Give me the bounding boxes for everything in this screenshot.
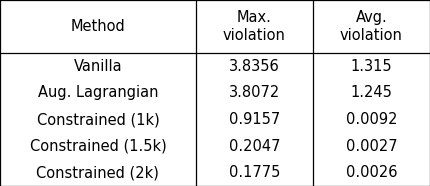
Text: Aug. Lagrangian: Aug. Lagrangian <box>38 85 158 100</box>
Text: 0.1775: 0.1775 <box>229 165 280 180</box>
Text: Avg.
violation: Avg. violation <box>340 10 403 43</box>
Text: 0.0092: 0.0092 <box>346 112 397 127</box>
Text: 0.2047: 0.2047 <box>229 139 280 154</box>
Text: Constrained (2k): Constrained (2k) <box>37 165 160 180</box>
Text: Vanilla: Vanilla <box>74 59 122 74</box>
Text: 0.0027: 0.0027 <box>346 139 397 154</box>
Text: 1.315: 1.315 <box>350 59 392 74</box>
Text: 1.245: 1.245 <box>350 85 393 100</box>
Text: 3.8356: 3.8356 <box>229 59 280 74</box>
Text: 0.9157: 0.9157 <box>229 112 280 127</box>
Text: Max.
violation: Max. violation <box>223 10 286 43</box>
Text: 0.0026: 0.0026 <box>346 165 397 180</box>
Text: Method: Method <box>71 19 125 34</box>
Text: Constrained (1k): Constrained (1k) <box>37 112 159 127</box>
Text: Constrained (1.5k): Constrained (1.5k) <box>30 139 166 154</box>
Text: 3.8072: 3.8072 <box>229 85 280 100</box>
